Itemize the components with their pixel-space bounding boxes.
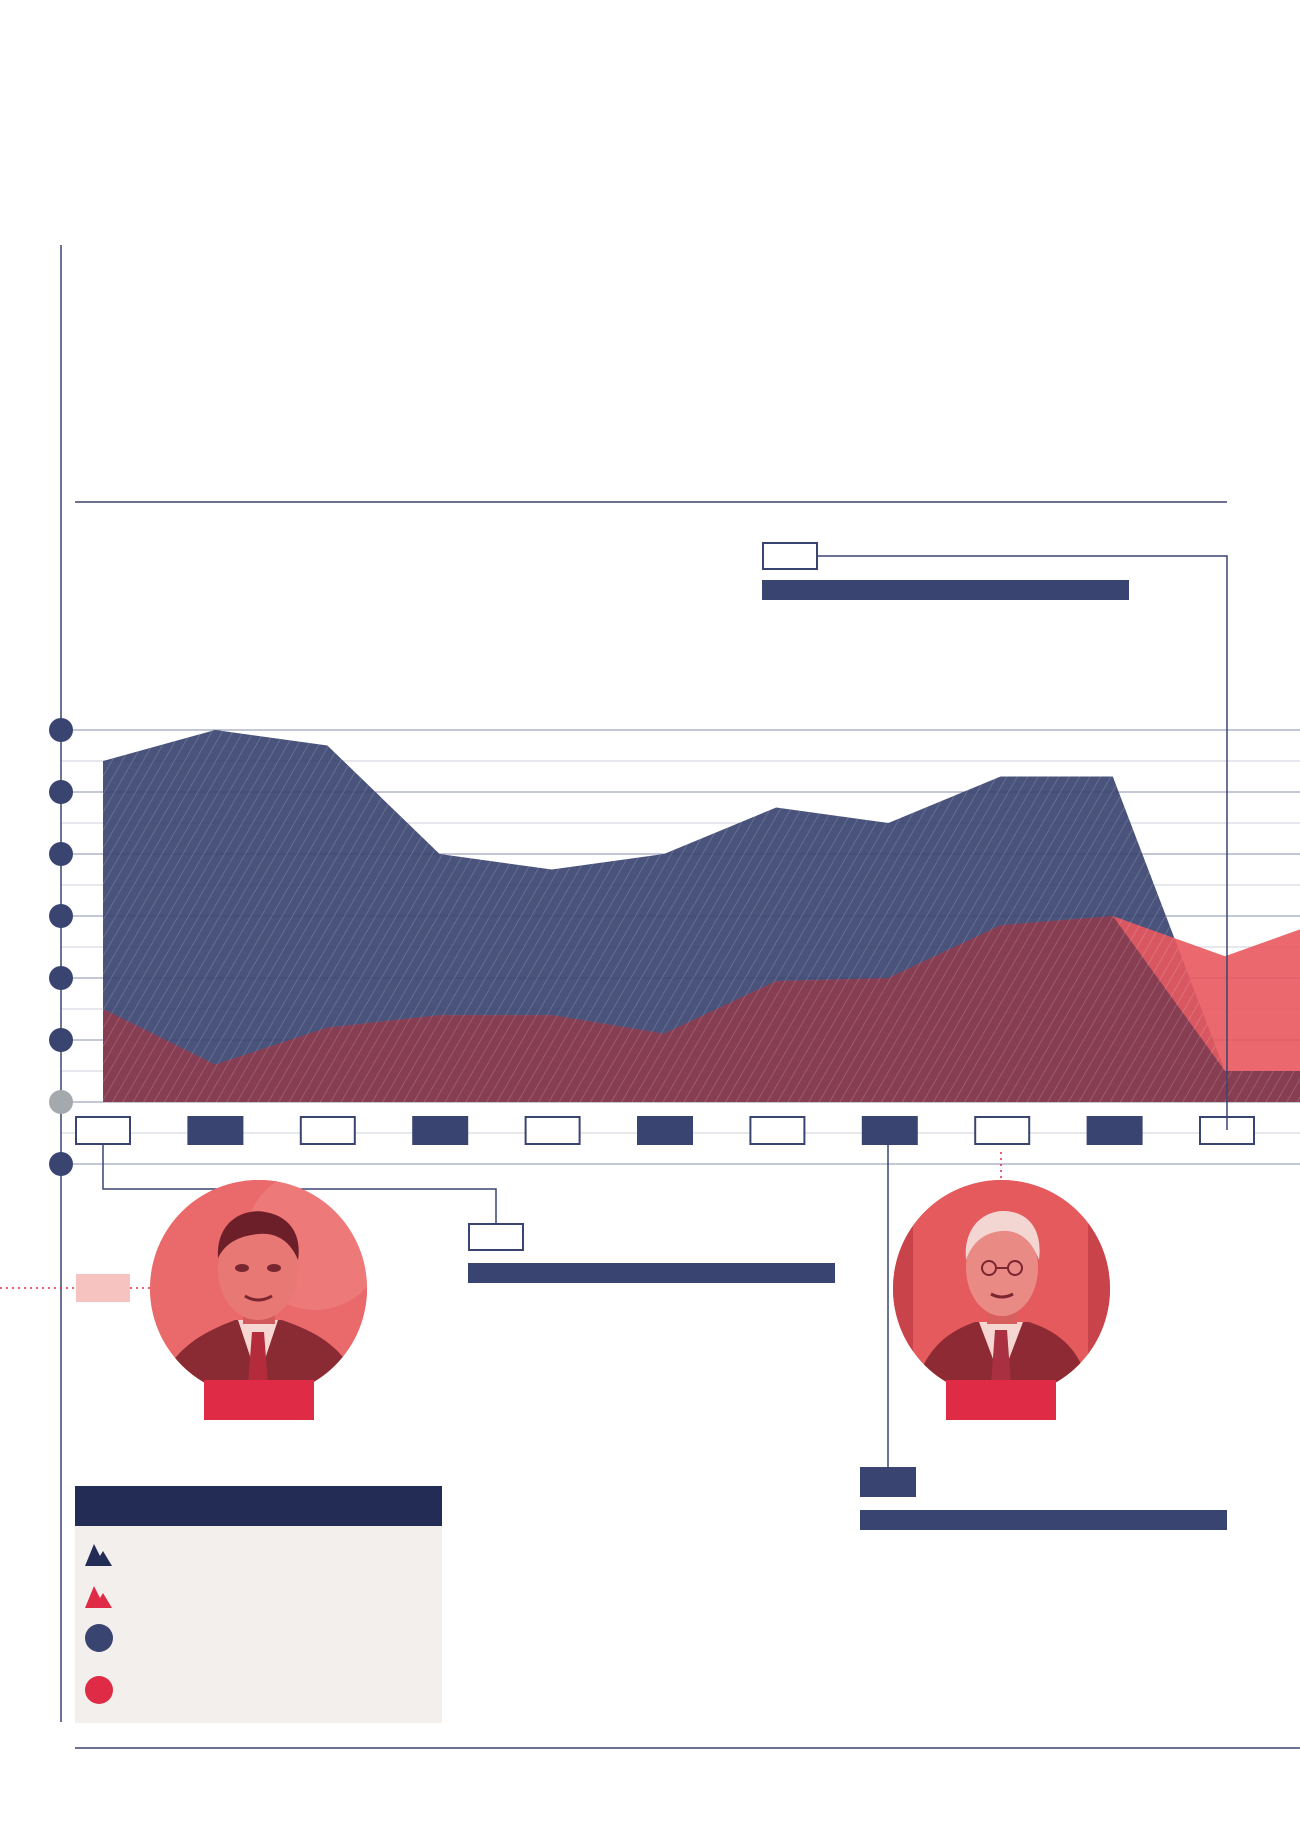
navy-circle-icon [85, 1624, 113, 1652]
left-portrait-tag [76, 1274, 130, 1302]
top-annotation-bar [762, 580, 1129, 600]
x-tick-box [637, 1116, 693, 1145]
y-axis-dot [49, 966, 73, 990]
middle-annotation-box [468, 1223, 524, 1251]
legend-header [75, 1486, 442, 1526]
x-tick-box [974, 1116, 1031, 1145]
x-tick-box [299, 1116, 356, 1145]
red-mountain-icon [85, 1586, 112, 1608]
portrait-left [150, 1180, 367, 1397]
red-circle-icon [85, 1676, 113, 1704]
x-tick-box [749, 1116, 806, 1145]
x-tick-box [75, 1116, 131, 1145]
x-tick-box [861, 1116, 918, 1145]
x-tick-box [524, 1116, 581, 1145]
y-axis-dot [49, 904, 73, 928]
navy-area-hatch [103, 730, 1300, 1102]
person-silhouette-icon [893, 1180, 1110, 1397]
x-tick-box [412, 1116, 469, 1145]
y-axis-dot [49, 1152, 73, 1176]
x-tick-box [187, 1116, 244, 1145]
legend-item-red-dot [85, 1676, 125, 1704]
portrait-left-name-plate [204, 1380, 314, 1420]
bottom-annotation-box [860, 1467, 916, 1497]
x-tick-box [1086, 1116, 1143, 1145]
person-silhouette-icon [150, 1180, 367, 1397]
legend-item-navy-dot [85, 1624, 125, 1652]
navy-mountain-icon [85, 1544, 112, 1566]
top-annotation-connector [818, 555, 1228, 1130]
y-axis-dot [49, 1090, 73, 1114]
portrait-right [893, 1180, 1110, 1397]
y-axis-dot [49, 718, 73, 742]
portrait-right-name-plate [946, 1380, 1056, 1420]
bottom-annotation-bar [860, 1510, 1227, 1530]
top-annotation-box [762, 542, 818, 570]
y-axis-dot [49, 780, 73, 804]
y-axis-dot [49, 1028, 73, 1052]
middle-annotation-bar [468, 1263, 835, 1283]
legend-item-red-area [85, 1582, 125, 1610]
y-axis-dot [49, 842, 73, 866]
legend-item-navy-area [85, 1540, 125, 1568]
